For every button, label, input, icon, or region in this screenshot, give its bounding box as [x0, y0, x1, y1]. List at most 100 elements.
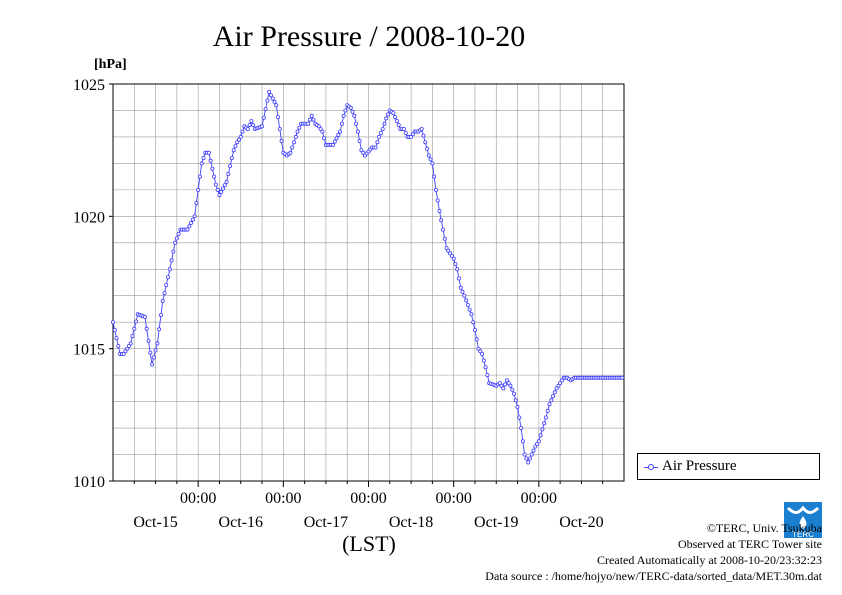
data-point	[267, 89, 272, 94]
data-point	[453, 261, 458, 266]
data-point	[558, 381, 563, 386]
data-point	[464, 298, 469, 303]
data-point	[320, 129, 325, 134]
data-point	[421, 133, 426, 138]
data-point	[439, 218, 444, 223]
data-point	[160, 298, 165, 303]
grid	[113, 84, 624, 481]
data-point	[173, 240, 178, 245]
data-point	[251, 123, 256, 128]
data-point	[543, 415, 548, 420]
data-point	[330, 142, 335, 147]
data-point	[410, 132, 415, 137]
data-point	[291, 140, 296, 145]
data-point	[455, 267, 460, 272]
data-point	[483, 365, 488, 370]
data-point	[440, 227, 445, 232]
data-point	[549, 398, 554, 403]
data-point	[142, 314, 147, 319]
data-point	[295, 129, 300, 134]
data-point	[540, 427, 545, 432]
x-time-label: 00:00	[180, 490, 216, 507]
data-point	[190, 217, 195, 222]
data-point	[272, 99, 277, 104]
credit-observed: Observed at TERC Tower site	[677, 537, 822, 551]
data-point	[201, 156, 206, 161]
data-point	[357, 138, 362, 143]
data-point	[437, 208, 442, 213]
data-point	[194, 201, 199, 206]
data-point	[306, 121, 311, 126]
data-point	[354, 121, 359, 126]
data-point	[338, 129, 343, 134]
data-point	[157, 327, 162, 332]
data-point	[547, 402, 552, 407]
data-point	[155, 341, 160, 346]
data-point	[515, 404, 520, 409]
data-point	[526, 460, 531, 465]
data-point	[336, 132, 341, 137]
data-point	[247, 123, 252, 128]
data-point	[228, 163, 233, 168]
data-point	[158, 313, 163, 318]
data-point	[432, 174, 437, 179]
data-point	[426, 153, 431, 158]
data-point	[240, 129, 245, 134]
data-point	[121, 351, 126, 356]
data-point	[449, 253, 454, 258]
data-point	[433, 187, 438, 192]
data-point	[236, 137, 241, 142]
data-point	[401, 127, 406, 132]
data-point	[229, 156, 234, 161]
series-air-pressure	[111, 89, 625, 465]
data-point	[171, 249, 176, 254]
data-point	[290, 145, 295, 150]
data-point	[620, 375, 625, 380]
data-point	[220, 186, 225, 191]
x-date-label: Oct-18	[389, 514, 433, 531]
data-point	[460, 289, 465, 294]
data-point	[112, 328, 117, 333]
data-point	[169, 258, 174, 263]
data-point	[123, 349, 128, 354]
data-point	[263, 107, 268, 112]
data-point	[235, 140, 240, 145]
data-point	[162, 291, 167, 296]
y-axis-unit: [hPa]	[94, 57, 127, 72]
data-point	[189, 220, 194, 225]
data-point	[551, 394, 556, 399]
y-tick-label: 1010	[73, 474, 105, 491]
data-point	[446, 248, 451, 253]
data-point	[512, 391, 517, 396]
data-point	[384, 116, 389, 121]
chart-title: Air Pressure / 2008-10-20	[213, 20, 525, 53]
data-point	[274, 103, 279, 108]
data-point	[355, 129, 360, 134]
x-time-label: 00:00	[435, 490, 471, 507]
data-point	[134, 319, 139, 324]
data-point	[538, 433, 543, 438]
y-tick-label: 1025	[73, 77, 105, 94]
data-point	[510, 387, 515, 392]
terc-logo-drop	[799, 516, 807, 529]
credits: ©TERC, Univ. Tsukuba Observed at TERC To…	[485, 520, 822, 584]
data-point	[481, 358, 486, 363]
data-point	[380, 127, 385, 132]
data-point	[233, 144, 238, 149]
data-point	[423, 140, 428, 145]
data-point	[128, 341, 133, 346]
data-point	[428, 157, 433, 162]
x-axis-label: (LST)	[342, 531, 396, 556]
data-point	[462, 293, 467, 298]
data-point	[148, 350, 153, 355]
data-point	[153, 348, 158, 353]
data-point	[542, 421, 547, 426]
data-point	[519, 426, 524, 431]
data-point	[261, 115, 266, 120]
data-point	[219, 189, 224, 194]
data-point	[130, 334, 135, 339]
data-point	[111, 320, 116, 325]
data-point	[359, 148, 364, 153]
data-point	[382, 121, 387, 126]
data-point	[309, 113, 314, 118]
